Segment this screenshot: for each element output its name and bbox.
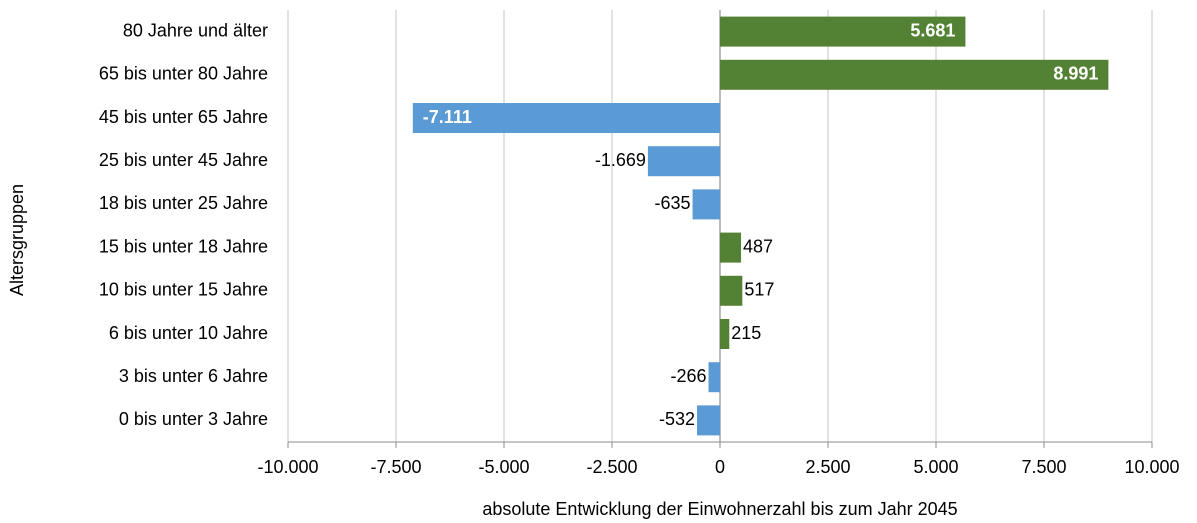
data-label: -1.669 <box>595 150 646 170</box>
x-tick-label: 0 <box>715 457 725 477</box>
x-tick-label: -7.500 <box>370 457 421 477</box>
data-label: 487 <box>743 236 773 256</box>
x-tick-label: -2.500 <box>586 457 637 477</box>
bar <box>708 362 720 393</box>
data-label: -7.111 <box>423 107 472 127</box>
x-tick-label: -5.000 <box>478 457 529 477</box>
x-tick-label: 7.500 <box>1021 457 1066 477</box>
data-label: -635 <box>655 193 691 213</box>
bar <box>720 319 730 349</box>
y-tick-label: 80 Jahre und älter <box>123 20 268 40</box>
data-label: 5.681 <box>910 20 955 40</box>
bar <box>412 103 720 133</box>
y-tick-label: 18 bis unter 25 Jahre <box>99 193 268 213</box>
data-label: 215 <box>731 323 761 343</box>
x-tick-label: 5.000 <box>913 457 958 477</box>
y-tick-label: 25 bis unter 45 Jahre <box>99 150 268 170</box>
data-label: 517 <box>744 280 774 300</box>
x-tick-label: 10.000 <box>1124 457 1179 477</box>
bar <box>647 146 720 177</box>
y-tick-label: 65 bis unter 80 Jahre <box>99 64 268 84</box>
x-tick-label: -10.000 <box>257 457 318 477</box>
data-label: -266 <box>670 366 706 386</box>
bar <box>720 275 743 306</box>
y-tick-label: 10 bis unter 15 Jahre <box>99 280 268 300</box>
x-tick-label: 2.500 <box>805 457 850 477</box>
y-tick-label: 6 bis unter 10 Jahre <box>109 323 268 343</box>
y-tick-label: 0 bis unter 3 Jahre <box>119 409 268 429</box>
bar <box>720 232 742 263</box>
y-tick-label: 15 bis unter 18 Jahre <box>99 236 268 256</box>
bar <box>720 59 1109 90</box>
data-label: 8.991 <box>1053 64 1098 84</box>
data-label: -532 <box>659 409 695 429</box>
x-axis-label: absolute Entwicklung der Einwohnerzahl b… <box>482 499 957 519</box>
y-tick-label: 45 bis unter 65 Jahre <box>99 107 268 127</box>
y-axis-label: Altersgruppen <box>7 184 27 296</box>
bar <box>697 405 720 436</box>
y-tick-label: 3 bis unter 6 Jahre <box>119 366 268 386</box>
bar <box>720 16 966 47</box>
bar <box>692 189 720 220</box>
